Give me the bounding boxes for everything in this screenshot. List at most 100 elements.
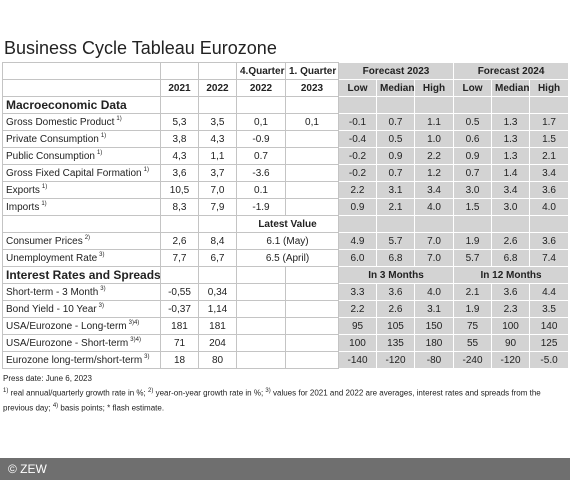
forecast-cell: 3.0 (491, 198, 531, 216)
forecast-cell: 7.0 (413, 249, 455, 267)
value-cell: 4,3 (198, 130, 237, 148)
forecast-cell: 4.9 (338, 232, 377, 250)
forecast-cell: 0.7 (376, 164, 415, 182)
forecast-subheader: Low (453, 79, 493, 97)
forecast-cell: -5.0 (529, 351, 570, 369)
table-row: Gross Domestic Product 1) 5,3 3,5 0,1 0,1 -0.1… (2, 113, 570, 131)
row-label-text: USA/Eurozone - Short-term (6, 338, 129, 349)
empty-cell (491, 96, 531, 114)
forecast-cell: 3.1 (376, 181, 415, 199)
notes: Press date: June 6, 2023 1) real annual/… (3, 373, 563, 414)
value-cell: 10,5 (160, 181, 199, 199)
empty-cell (236, 317, 286, 335)
empty-cell (198, 96, 237, 114)
footnote-mark: 2) (148, 388, 154, 394)
forecast-cell: 0.6 (453, 130, 493, 148)
forecast-cell: 1.9 (453, 300, 493, 318)
forecast-cell: 1.3 (491, 147, 531, 165)
empty-cell (529, 96, 570, 114)
forecast-cell: -80 (413, 351, 455, 369)
forecast-cell: 7.0 (413, 232, 455, 250)
forecast-cell: 135 (376, 334, 415, 352)
forecast-cell: 3.0 (453, 181, 493, 199)
forecast-cell: 1.3 (491, 113, 531, 131)
forecast-cell: 3.4 (413, 181, 455, 199)
forecast-cell: 3.3 (338, 283, 377, 301)
footnote-text: flash estimate. (112, 403, 165, 413)
forecast-cell: 3.4 (491, 181, 531, 199)
value-cell: 181 (160, 317, 199, 335)
table-row: Unemployment Rate 3) 7,7 6,7 6.5 (April) 6.0 6… (2, 249, 570, 267)
forecast-subheader: High (413, 79, 455, 97)
empty-cell (376, 215, 415, 233)
forecast-header: Forecast 2024 (453, 62, 570, 80)
empty-cell (160, 215, 199, 233)
forecast-cell: 6.0 (338, 249, 377, 267)
latest-header: Latest Value (236, 215, 339, 233)
footnote-ref: 3)4) (128, 320, 140, 326)
row-label-text: Unemployment Rate (6, 253, 98, 264)
empty-cell (285, 351, 339, 369)
row-label: Gross Fixed Capital Formation 1) (2, 164, 161, 182)
footnote-ref: 2) (84, 235, 91, 241)
table-row: Short-term - 3 Month 3) -0,55 0,34 3.3 3.6 4.0… (2, 283, 570, 301)
latest-cell: 6.1 (May) (236, 232, 339, 250)
row-label-text: Consumer Prices (6, 236, 83, 247)
forecast-cell: 140 (529, 317, 570, 335)
table-row: Public Consumption 1) 4,3 1,1 0.7 -0.2 0.9 2.2 0… (2, 147, 570, 165)
footnote-mark: 1) (3, 388, 9, 394)
title: Business Cycle Tableau Eurozone (4, 38, 277, 58)
footnote-ref: 3) (100, 286, 106, 292)
forecast-cell: 3.5 (529, 300, 570, 318)
forecast-cell: 2.1 (376, 198, 415, 216)
empty-cell (160, 96, 199, 114)
forecast-cell: 0.9 (338, 198, 377, 216)
forecast-cell: 55 (453, 334, 493, 352)
forecast-cell: -0.1 (338, 113, 377, 131)
empty-cell (285, 300, 339, 318)
row-label: Public Consumption 1) (2, 147, 161, 165)
footnote-ref: 3)4) (130, 337, 141, 343)
row-label: Consumer Prices 2) (2, 232, 161, 250)
empty-cell (285, 96, 339, 114)
forecast-cell: 0.7 (453, 164, 493, 182)
forecast-cell: 100 (491, 317, 531, 335)
value-cell: 0,1 (236, 113, 286, 131)
row-label: Private Consumption 1) (2, 130, 161, 148)
row-label-text: Bond Yield - 10 Year (6, 304, 97, 315)
row-label-text: Private Consumption (6, 134, 99, 145)
empty-cell (453, 96, 493, 114)
empty-cell (198, 266, 237, 284)
value-cell: -0,55 (160, 283, 199, 301)
forecast-cell: 1.5 (453, 198, 493, 216)
forecast-cell: 125 (529, 334, 570, 352)
forecast-cell: 105 (376, 317, 415, 335)
row-label: Eurozone long-term/short-term 3) (2, 351, 161, 369)
value-cell: 0,1 (285, 113, 339, 131)
copyright: © ZEW (8, 462, 47, 476)
row-label-text: Gross Domestic Product (6, 117, 115, 128)
value-cell: 8,4 (198, 232, 237, 250)
horizon-header: In 3 Months (337, 266, 455, 284)
row-label: Short-term - 3 Month 3) (2, 283, 161, 301)
tableau-table: 4.Quarter 1. Quarter Forecast 2023 Forecast… (2, 62, 570, 369)
row-label-text: Gross Fixed Capital Formation (6, 168, 142, 179)
footnote-mark: 4) (52, 402, 59, 409)
value-cell: 4,3 (160, 147, 199, 165)
value-cell: 6,7 (198, 249, 237, 267)
empty-cell (413, 96, 455, 114)
empty-cell (285, 334, 339, 352)
table-row: Imports 1) 8,3 7,9 -1.9 0.9 2.1 4.0 1.5 3.0 4.0 (2, 198, 570, 216)
footnote-ref: 1) (143, 167, 149, 173)
forecast-cell: 3.6 (376, 283, 415, 301)
forecast-cell: 4.0 (529, 198, 570, 216)
empty-cell (285, 317, 339, 335)
forecast-cell: -120 (376, 351, 415, 369)
footnote-ref: 1) (96, 150, 103, 156)
footer-bar: © ZEW (0, 458, 570, 480)
empty-cell (285, 130, 339, 148)
forecast-cell: 7.4 (529, 249, 570, 267)
forecast-cell: 0.5 (376, 130, 415, 148)
table-row: Consumer Prices 2) 2,6 8,4 6.1 (May) 4.9 5.7 7.… (2, 232, 570, 250)
